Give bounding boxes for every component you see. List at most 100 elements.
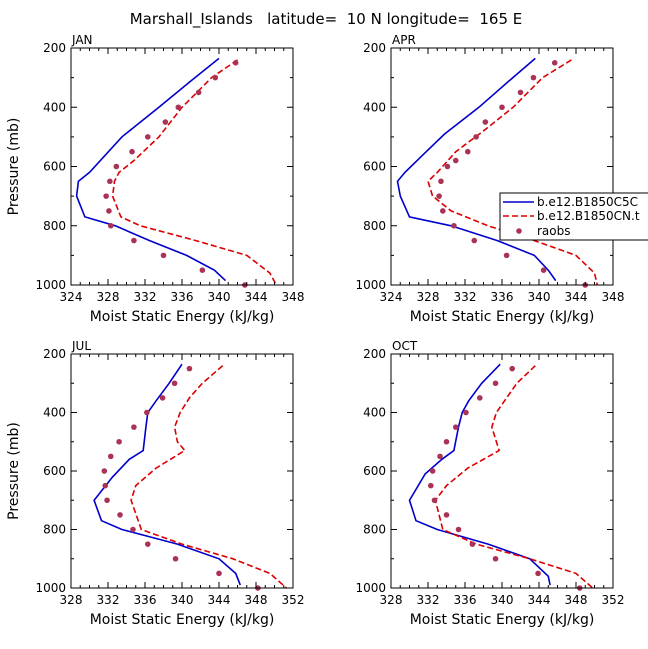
raobs-point: [131, 424, 137, 430]
raobs-point: [492, 555, 499, 562]
y-tick-label: 600: [43, 160, 66, 174]
x-tick-label: 340: [528, 290, 551, 304]
x-tick-label: 348: [602, 290, 625, 304]
raobs-point: [101, 468, 108, 474]
x-axis-label: Moist Static Energy (kJ/kg): [90, 612, 275, 628]
y-tick-label: 1000: [35, 581, 66, 595]
raobs-point: [427, 482, 434, 489]
y-axis-label: Pressure (mb): [6, 422, 22, 520]
series-line-c5c: [75, 57, 227, 282]
legend-entry: b.e12.B1850CN.t: [537, 209, 640, 223]
raobs-point: [517, 89, 524, 96]
raobs-point: [162, 119, 169, 125]
x-tick-label: 332: [134, 290, 157, 304]
raobs-point: [455, 526, 462, 533]
legend-marker: [516, 228, 522, 234]
raobs-point: [451, 222, 457, 229]
x-tick-label: 348: [245, 593, 268, 607]
raobs-point: [473, 134, 479, 140]
raobs-point: [232, 60, 239, 66]
raobs-point: [492, 380, 499, 387]
series-line-cn: [434, 365, 594, 588]
x-tick-label: 348: [282, 290, 305, 304]
raobs-point: [477, 395, 483, 401]
raobs-point: [499, 104, 505, 111]
series-line-c5c: [93, 363, 242, 586]
raobs-point: [530, 74, 537, 81]
raobs-point: [438, 178, 444, 185]
series-line-cn: [130, 365, 288, 588]
chart-panel-oct: 328 332 336 340 344 348 352 200 400 600 800 1000 OCT…: [355, 339, 624, 628]
y-tick-label: 1000: [355, 581, 386, 595]
raobs-point: [104, 497, 110, 504]
y-tick-label: 400: [43, 406, 66, 420]
legend-entry: b.e12.B1850C5C: [537, 195, 638, 209]
raobs-point: [535, 570, 541, 577]
legend-entry: raobs: [537, 224, 571, 238]
raobs-point: [113, 163, 120, 170]
y-tick-label: 1000: [35, 278, 66, 292]
raobs-point: [452, 424, 459, 430]
panel-title: OCT: [392, 339, 418, 353]
raobs-point: [159, 395, 166, 401]
series-line-c5c: [408, 363, 551, 586]
x-axis-label: Moist Static Energy (kJ/kg): [90, 309, 275, 325]
raobs-point: [503, 252, 510, 259]
x-tick-label: 324: [380, 290, 403, 304]
raobs-point: [464, 148, 471, 155]
raobs-point: [436, 193, 442, 199]
x-tick-label: 336: [134, 593, 157, 607]
raobs-point: [444, 163, 451, 170]
x-tick-label: 352: [282, 593, 305, 607]
series-line-cn: [427, 59, 599, 285]
y-tick-label: 1000: [355, 278, 386, 292]
y-tick-label: 600: [43, 464, 66, 478]
x-tick-label: 340: [208, 290, 231, 304]
series-raobs: [436, 60, 589, 288]
raobs-point: [452, 157, 459, 164]
raobs-point: [469, 541, 476, 547]
x-tick-label: 336: [491, 290, 514, 304]
x-tick-label: 352: [602, 593, 625, 607]
raobs-point: [199, 267, 206, 273]
plot-frame: [390, 47, 614, 286]
raobs-point: [482, 119, 489, 125]
raobs-point: [216, 570, 222, 577]
raobs-point: [144, 134, 151, 140]
x-tick-label: 332: [417, 593, 440, 607]
x-tick-label: 348: [565, 593, 588, 607]
raobs-point: [551, 60, 558, 66]
series-line-cn: [111, 59, 278, 285]
y-tick-label: 200: [43, 347, 66, 361]
panels: 324 328 332 336 340 344 348 200 400 600 800 1000 JAN…: [6, 33, 624, 628]
x-tick-label: 328: [60, 593, 83, 607]
chart-panel-apr: 324 328 332 336 340 344 348 200 400 600 800 1000 APR…: [355, 33, 624, 325]
figure-title: Marshall_Islands latitude= 10 N longitud…: [130, 10, 523, 29]
chart-panel-jul: 328 332 336 340 344 348 352 200 400 600 800 1000 JUL…: [6, 339, 304, 628]
x-tick-label: 344: [565, 290, 588, 304]
y-tick-label: 200: [43, 41, 66, 55]
raobs-point: [443, 438, 450, 445]
series-raobs: [427, 365, 583, 591]
raobs-point: [172, 555, 179, 562]
raobs-point: [107, 178, 113, 185]
x-tick-label: 328: [97, 290, 120, 304]
raobs-point: [195, 89, 202, 96]
raobs-point: [431, 497, 438, 504]
x-tick-label: 332: [97, 593, 120, 607]
raobs-point: [186, 365, 193, 372]
raobs-point: [102, 482, 109, 489]
y-tick-label: 600: [363, 464, 386, 478]
raobs-point: [131, 237, 137, 244]
raobs-point: [116, 438, 122, 445]
y-tick-label: 600: [363, 160, 386, 174]
panel-title: APR: [392, 33, 416, 47]
raobs-point: [144, 409, 150, 416]
panel-title: JUL: [71, 339, 91, 353]
y-tick-label: 200: [363, 41, 386, 55]
raobs-point: [103, 193, 109, 199]
raobs-point: [437, 453, 443, 460]
series-raobs: [101, 365, 261, 591]
x-tick-label: 332: [454, 290, 477, 304]
